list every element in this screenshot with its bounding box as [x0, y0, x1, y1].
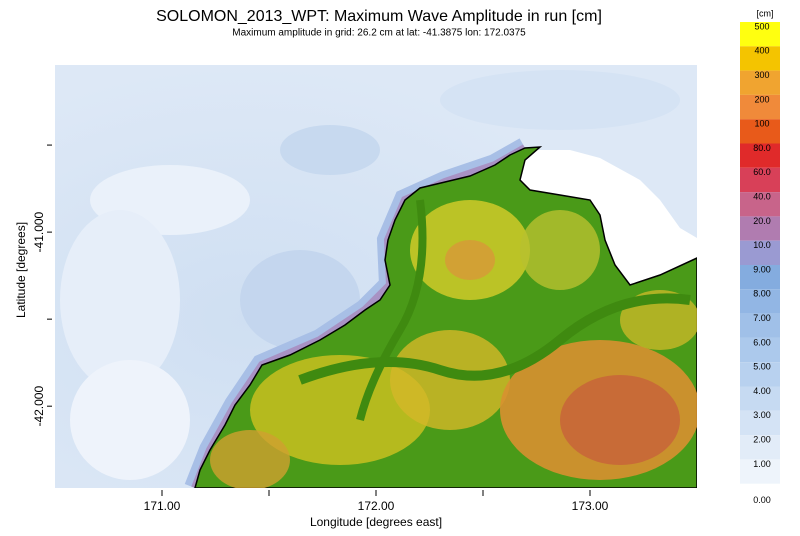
colorbar-label: 6.00: [753, 337, 771, 347]
colorbar-label: 1.00: [753, 459, 771, 469]
sea-shade: [280, 125, 380, 175]
colorbar-cell: [740, 337, 780, 363]
colorbar-cell: [740, 167, 780, 193]
colorbar-cell: [740, 119, 780, 144]
colorbar-cell: [740, 362, 780, 387]
bay: [520, 150, 697, 285]
colorbar-cell: [740, 216, 780, 241]
colorbar-cell: [740, 22, 780, 47]
colorbar-cell: [740, 94, 780, 120]
colorbar-label: 10.0: [753, 240, 771, 250]
colorbar-cell: [740, 192, 780, 217]
map-title: SOLOMON_2013_WPT: Maximum Wave Amplitude…: [156, 8, 602, 25]
map-subtitle: Maximum amplitude in grid: 26.2 cm at la…: [232, 28, 526, 39]
colorbar-label: 0.00: [753, 495, 771, 505]
colorbar-cell: [740, 459, 780, 484]
x-axis-label: Longitude [degrees east]: [310, 515, 442, 529]
colorbar-cell: [740, 386, 780, 411]
sea-shade: [60, 210, 180, 390]
colorbar-cell: [740, 240, 780, 265]
x-tick-label: 173.00: [572, 499, 609, 513]
colorbar-label: 2.00: [753, 434, 771, 444]
colorbar-label: 200: [754, 94, 769, 104]
sea-shade: [440, 70, 680, 130]
colorbar-cell: [740, 313, 780, 338]
colorbar-label: 60.0: [753, 167, 771, 177]
colorbar-label: 7.00: [753, 313, 771, 323]
colorbar-label: 3.00: [753, 410, 771, 420]
y-tick-label: -42.000: [32, 386, 46, 427]
colorbar-label: 4.00: [753, 386, 771, 396]
x-tick-label: 172.00: [358, 499, 395, 513]
sea-shade: [70, 360, 190, 480]
colorbar-label: 500: [754, 21, 769, 31]
colorbar-label: 8.00: [753, 289, 771, 299]
colorbar-label: 40.0: [753, 191, 771, 201]
colorbar-cell: [740, 46, 780, 71]
y-axis-label: Latitude [degrees]: [14, 222, 28, 318]
terrain: [210, 199, 697, 488]
colorbar-cell: [740, 410, 780, 436]
colorbar-label: 5.00: [753, 362, 771, 372]
colorbar-cell: [740, 70, 780, 95]
colorbar-label: 100: [754, 119, 769, 129]
colorbar-cell: [740, 265, 780, 290]
colorbar-cell: [740, 289, 780, 314]
colorbar-cell: [740, 143, 780, 168]
colorbar-cell: [740, 435, 780, 460]
colorbar-unit: [cm]: [757, 8, 774, 18]
y-tick-label: -41.000: [32, 211, 46, 252]
colorbar-label: 20.0: [753, 216, 771, 226]
colorbar-label: 300: [754, 70, 769, 80]
colorbar-label: 80.0: [753, 143, 771, 153]
x-tick-label: 171.00: [144, 499, 181, 513]
colorbar-label: 9.00: [753, 264, 771, 274]
map-area: [55, 65, 697, 488]
colorbar-label: 400: [754, 46, 769, 56]
